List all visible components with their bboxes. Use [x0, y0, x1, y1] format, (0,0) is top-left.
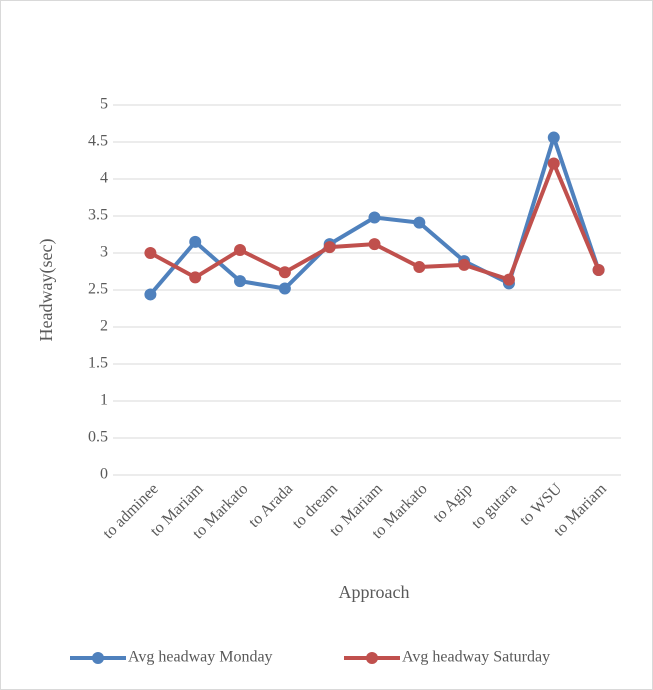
- y-tick-label: 4: [100, 170, 108, 187]
- legend-marker: [92, 652, 104, 664]
- legend-label: Avg headway Saturday: [402, 649, 550, 666]
- marker: [323, 241, 336, 254]
- y-tick-label: 0: [100, 466, 108, 483]
- marker: [547, 157, 560, 170]
- marker: [189, 271, 202, 284]
- x-axis-title: Approach: [339, 582, 410, 602]
- marker: [144, 288, 157, 301]
- y-axis-title: Headway(sec): [36, 239, 57, 342]
- marker: [278, 282, 291, 295]
- marker: [413, 216, 426, 229]
- marker: [189, 235, 202, 248]
- marker: [458, 258, 471, 271]
- y-tick-label: 4.5: [88, 133, 108, 150]
- marker: [368, 211, 381, 224]
- y-tick-label: 3.5: [88, 207, 108, 224]
- y-tick-label: 0.5: [88, 429, 108, 446]
- y-tick-label: 3: [100, 244, 108, 261]
- marker: [278, 266, 291, 279]
- marker: [234, 275, 247, 288]
- y-tick-label: 1: [100, 392, 108, 409]
- marker: [234, 244, 247, 257]
- y-tick-label: 2.5: [88, 281, 108, 298]
- marker: [547, 131, 560, 144]
- marker: [368, 238, 381, 251]
- marker: [592, 264, 605, 277]
- legend-label: Avg headway Monday: [128, 649, 273, 666]
- marker: [502, 273, 515, 286]
- y-tick-label: 2: [100, 318, 108, 335]
- y-tick-label: 5: [100, 96, 108, 113]
- marker: [144, 247, 157, 259]
- y-tick-label: 1.5: [88, 355, 108, 372]
- marker: [413, 261, 426, 274]
- legend-marker: [366, 652, 378, 664]
